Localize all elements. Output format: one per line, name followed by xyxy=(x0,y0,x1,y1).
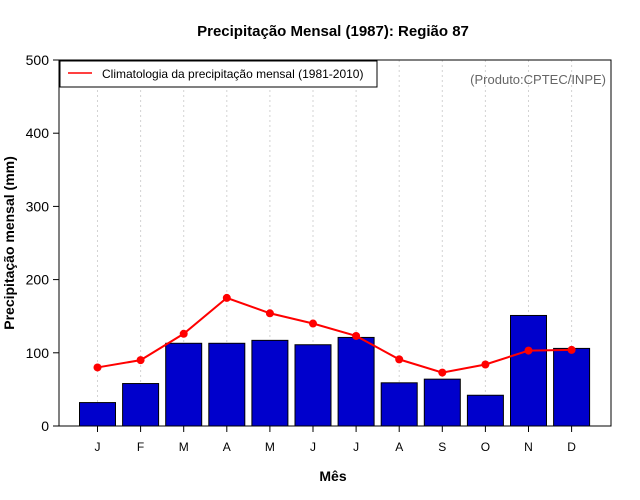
legend-label-climatology: Climatologia da precipitação mensal (198… xyxy=(102,67,363,81)
bar-10 xyxy=(510,314,547,427)
y-axis: 0 100 200 300 400 500 xyxy=(26,52,59,434)
x-tick-label-5: J xyxy=(310,440,316,454)
bar-2 xyxy=(165,342,203,427)
chart-title: Precipitação Mensal (1987): Região 87 xyxy=(197,23,469,40)
plot-frame xyxy=(58,59,612,427)
y-tick-label-1: 100 xyxy=(26,345,50,361)
x-tick-label-9: O xyxy=(481,440,490,454)
climatology-point-9 xyxy=(481,360,490,369)
climatology-line xyxy=(97,296,572,374)
x-tick-label-8: S xyxy=(438,440,446,454)
y-tick-label-2: 200 xyxy=(26,272,50,288)
y-axis-label: Precipitação mensal (mm) xyxy=(1,156,17,330)
x-tick-label-10: N xyxy=(524,440,533,454)
climatology-point-5 xyxy=(309,319,317,328)
x-tick-label-2: M xyxy=(179,440,189,454)
bar-3 xyxy=(208,342,246,427)
x-tick-label-6: J xyxy=(353,440,359,454)
bar-layer xyxy=(79,314,591,427)
climatology-point-4 xyxy=(265,309,274,318)
bar-11 xyxy=(553,347,591,427)
y-tick-label-3: 300 xyxy=(26,198,50,214)
y-tick-label-5: 500 xyxy=(26,52,50,68)
bar-1 xyxy=(122,383,160,427)
y-tick-label-4: 400 xyxy=(26,125,50,141)
x-tick-label-4: M xyxy=(265,440,275,454)
bar-4 xyxy=(251,339,289,427)
source-annotation: (Produto:CPTEC/INPE) xyxy=(470,72,606,87)
climatology-point-11 xyxy=(567,345,576,354)
climatology-point-7 xyxy=(395,355,404,364)
climatology-point-6 xyxy=(352,331,361,340)
x-tick-label-3: A xyxy=(223,440,231,454)
x-tick-label-11: D xyxy=(567,440,576,454)
climatology-point-8 xyxy=(438,368,447,377)
x-axis-label: Mês xyxy=(319,468,346,484)
bar-0 xyxy=(79,402,116,427)
bar-5 xyxy=(294,344,332,427)
climatology-point-0 xyxy=(93,363,102,372)
legend: Climatologia da precipitação mensal (198… xyxy=(59,60,378,88)
climatology-point-3 xyxy=(222,293,231,302)
x-tick-label-0: J xyxy=(95,440,101,454)
climatology-point-10 xyxy=(524,346,533,355)
legend-box xyxy=(59,60,378,88)
y-tick-label-0: 0 xyxy=(41,418,49,434)
bar-6 xyxy=(337,336,375,427)
bar-9 xyxy=(466,394,504,427)
bar-7 xyxy=(380,382,418,427)
x-tick-label-7: A xyxy=(395,440,403,454)
bar-8 xyxy=(423,378,461,427)
climatology-point-2 xyxy=(179,329,188,338)
x-tick-label-1: F xyxy=(137,440,144,454)
climatology-line-layer xyxy=(93,293,576,377)
climatology-point-1 xyxy=(136,356,145,365)
